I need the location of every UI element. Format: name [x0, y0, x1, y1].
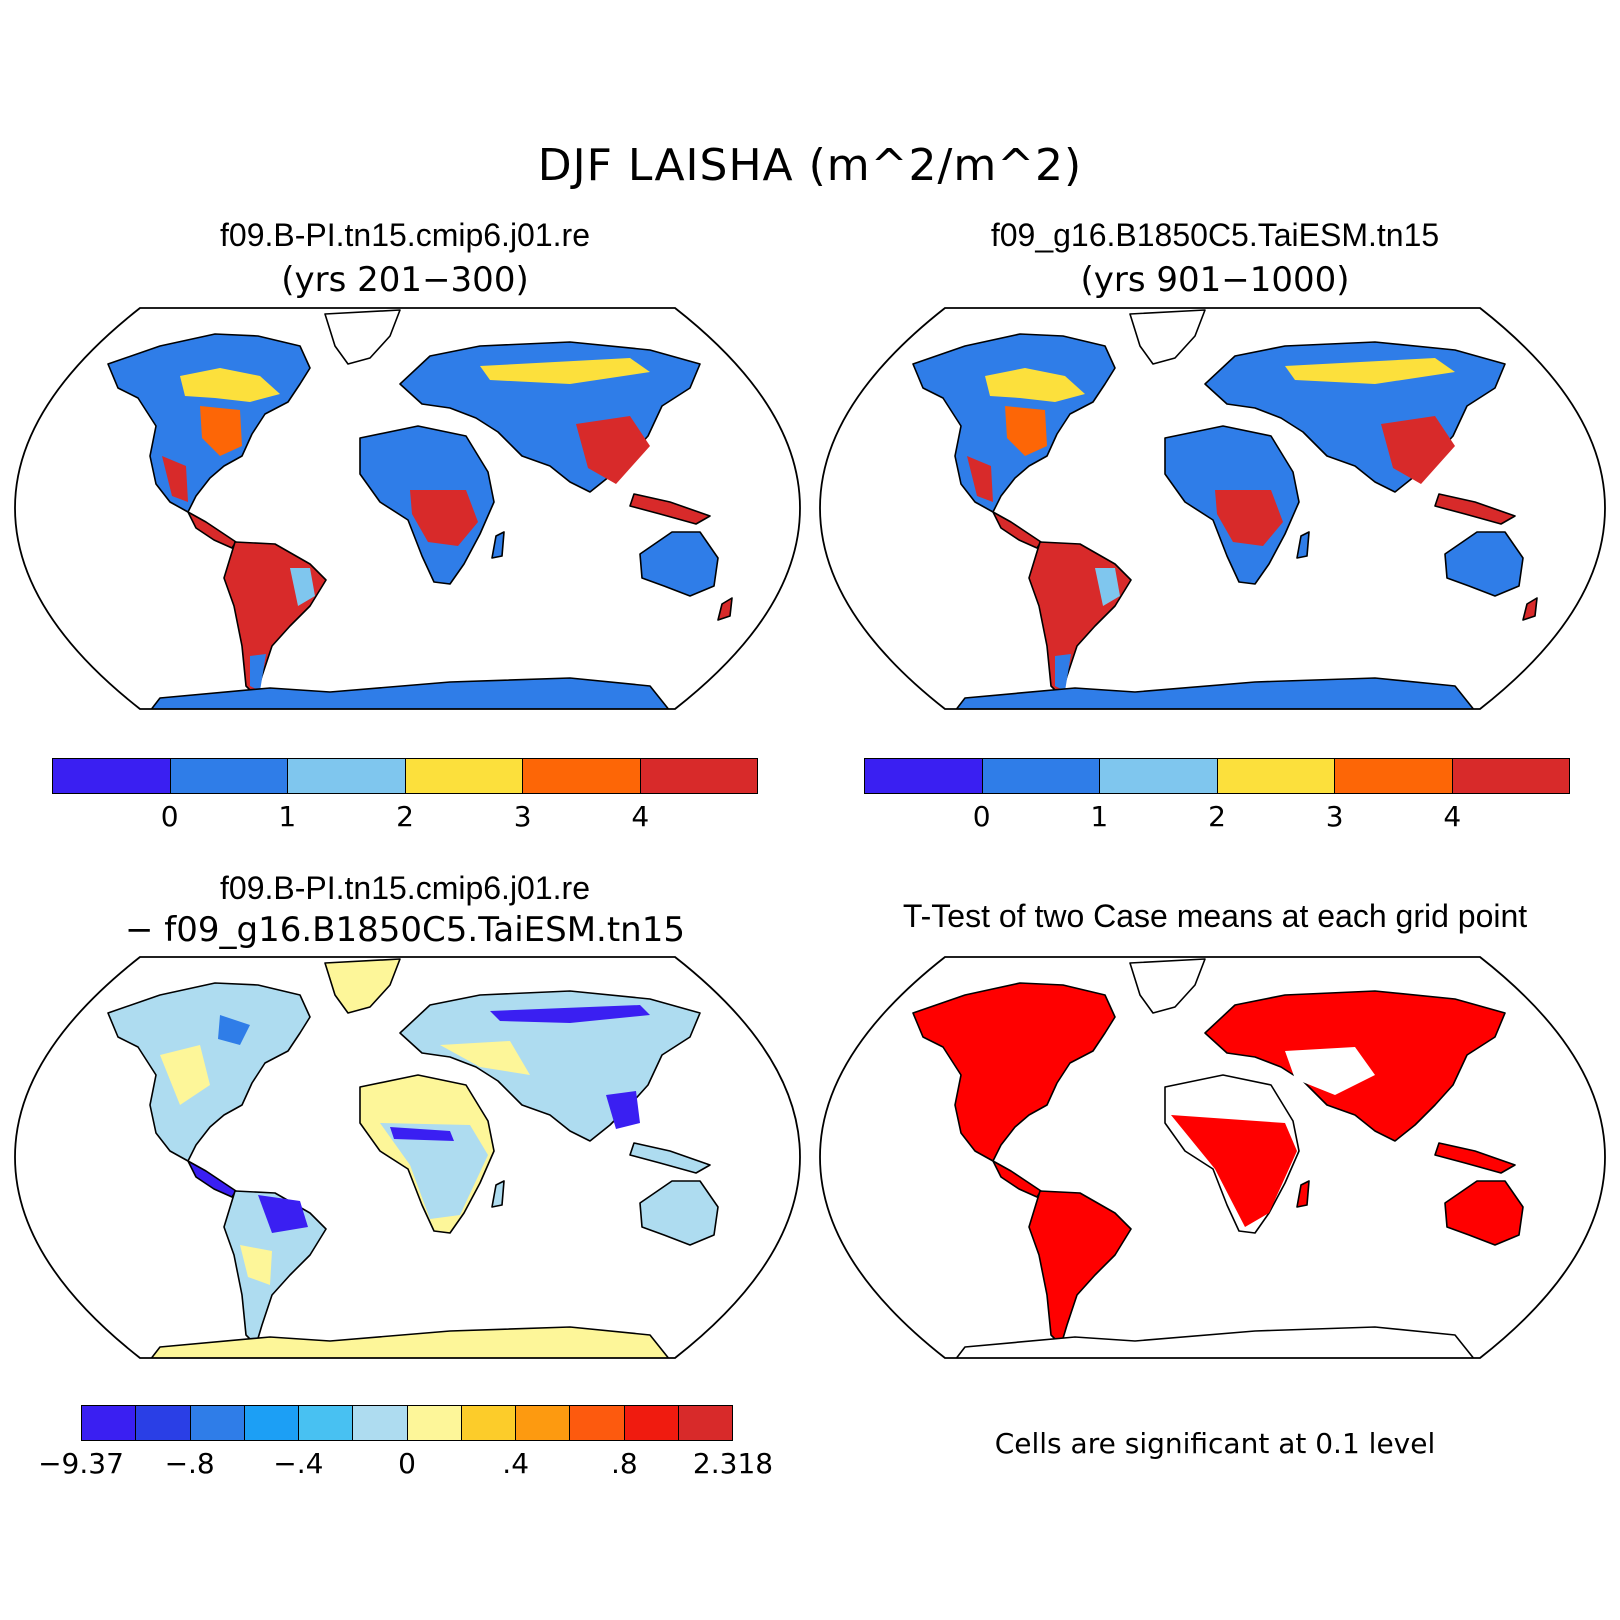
- colorbar-swatch: [982, 759, 1100, 793]
- colorbar-swatch: [570, 1406, 625, 1440]
- map-top-left: [14, 307, 801, 710]
- colorbar-swatch: [190, 1406, 245, 1440]
- map-bottom-right-ttest: [819, 956, 1606, 1359]
- figure-title: DJF LAISHA (m^2/m^2): [537, 140, 1083, 191]
- colorbar-swatch: [516, 1406, 571, 1440]
- colorbar-swatch: [523, 759, 641, 793]
- top-right-years: (yrs 901−1000): [1080, 260, 1350, 300]
- colorbar-swatch: [405, 759, 523, 793]
- australia: [639, 531, 719, 597]
- colorbar-difference: [81, 1405, 733, 1441]
- colorbar-swatch: [170, 759, 288, 793]
- colorbar-tick-label: 0: [972, 800, 991, 833]
- colorbar-tick-label: 3: [513, 800, 532, 833]
- colorbar-tick-label: 4: [1443, 800, 1462, 833]
- top-left-case-title: f09.B-PI.tn15.cmip6.j01.re: [220, 217, 590, 253]
- colorbar-swatch: [461, 1406, 516, 1440]
- colorbar-tick-label: 1: [1090, 800, 1109, 833]
- colorbar-tick-label: 2.318: [692, 1447, 774, 1480]
- colorbar-swatch: [53, 759, 171, 793]
- colorbar-tick-label: 4: [631, 800, 650, 833]
- colorbar-swatch: [1452, 759, 1569, 793]
- colorbar-swatch: [353, 1406, 408, 1440]
- colorbar-tick-label: 3: [1325, 800, 1344, 833]
- colorbar-swatch: [1217, 759, 1335, 793]
- bottom-right-title: T-Test of two Case means at each grid po…: [902, 898, 1528, 934]
- colorbar-tick-label: 1: [278, 800, 297, 833]
- bottom-left-case-title: f09.B-PI.tn15.cmip6.j01.re: [220, 870, 590, 906]
- colorbar-swatch: [678, 1406, 732, 1440]
- colorbar-tick-label: −.8: [164, 1447, 215, 1480]
- colorbar-swatch: [244, 1406, 299, 1440]
- colorbar-swatch: [865, 759, 983, 793]
- map-bottom-left-difference: [14, 956, 801, 1359]
- colorbar-swatch: [624, 1406, 679, 1440]
- colorbar-tick-label: .8: [610, 1447, 638, 1480]
- colorbar-tick-label: 0: [398, 1447, 416, 1480]
- colorbar-top-left: [52, 758, 758, 794]
- colorbar-swatch: [288, 759, 406, 793]
- colorbar-tick-label: 2: [396, 800, 414, 833]
- colorbar-swatch: [82, 1406, 137, 1440]
- colorbar-swatch: [407, 1406, 462, 1440]
- colorbar-tick-label: .4: [502, 1447, 530, 1480]
- colorbar-swatch: [1335, 759, 1453, 793]
- antarctica: [149, 677, 671, 709]
- colorbar-swatch: [136, 1406, 191, 1440]
- colorbar-tick-label: −.4: [273, 1447, 324, 1480]
- map-top-right: [819, 307, 1606, 710]
- colorbar-swatch: [1100, 759, 1218, 793]
- top-left-years: (yrs 201−300): [281, 260, 529, 300]
- colorbar-tick-label: 0: [160, 800, 179, 833]
- colorbar-tick-label: 2: [1208, 800, 1226, 833]
- bottom-left-minus-case: − f09_g16.B1850C5.TaiESM.tn15: [125, 910, 685, 950]
- colorbar-swatch: [640, 759, 757, 793]
- colorbar-tick-label: −9.37: [38, 1447, 124, 1480]
- greenland: [324, 309, 401, 365]
- colorbar-swatch: [299, 1406, 354, 1440]
- significance-note: Cells are significant at 0.1 level: [994, 1427, 1436, 1460]
- colorbar-top-right: [864, 758, 1570, 794]
- top-right-case-title: f09_g16.B1850C5.TaiESM.tn15: [990, 217, 1440, 253]
